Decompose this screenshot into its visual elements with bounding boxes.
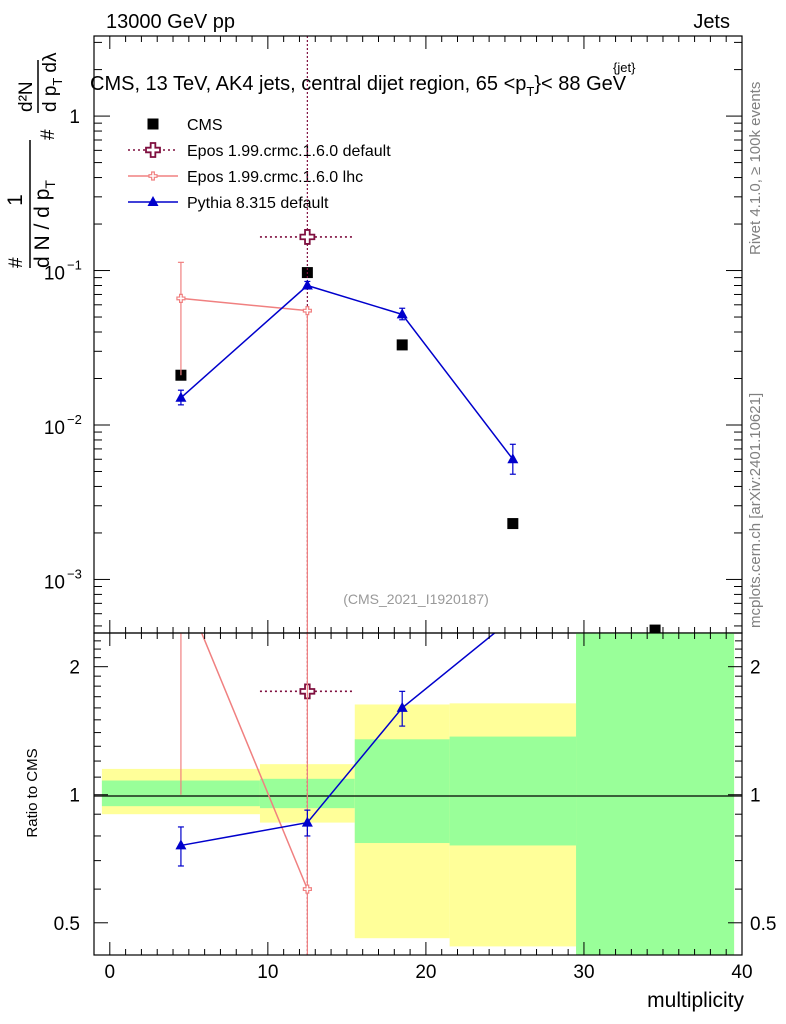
xlabel: multiplicity	[647, 989, 744, 1012]
ratio-panel: 0 10 20 30 40 0.5 0.5 1 1 2 2	[54, 579, 776, 983]
ratio-ytick-label-right-2: 2	[750, 658, 761, 679]
rivet-version-label: Rivet 4.1.0, ≥ 100k events	[747, 82, 764, 255]
ratio-ytick-label-0.5: 0.5	[54, 914, 80, 935]
green-band-3	[449, 736, 577, 846]
cms-point-2	[396, 339, 408, 351]
title-superscript: {jet}	[613, 60, 636, 75]
main-ytick-exp-1: −1	[67, 258, 82, 273]
legend-marker-1	[145, 142, 161, 158]
title-suffix: }< 88 GeV	[534, 73, 626, 95]
ylabel-hash-left: #	[6, 257, 27, 268]
ratio-ytick-label-2: 2	[69, 658, 80, 679]
epos-lhc-point-1	[302, 306, 312, 316]
ratio-ytick-label-right-0.5: 0.5	[750, 914, 776, 935]
pythia-point-2	[396, 308, 408, 319]
xtick-label-0: 0	[105, 962, 116, 983]
ratio-ylabel: Ratio to CMS	[24, 748, 41, 837]
main-title: CMS, 13 TeV, AK4 jets, central dijet reg…	[90, 60, 636, 99]
legend-marker-2	[148, 171, 158, 181]
xtick-label-40: 40	[731, 962, 752, 983]
xtick-label-30: 30	[573, 962, 594, 983]
cms-point-4	[649, 624, 661, 633]
cms-point-3	[507, 518, 519, 530]
ylabel-dpt-sub: T	[50, 78, 65, 86]
main-axes: 110−110−210−3	[44, 35, 743, 634]
ratio-ytick-label-right-1: 1	[750, 786, 761, 807]
beam-label: 13000 GeV pp	[106, 11, 235, 33]
epos-lhc-point-0	[176, 293, 186, 304]
ylabel-dlambda: dλ	[40, 52, 61, 73]
main-ytick-exp-3: −3	[67, 566, 82, 581]
legend-marker-0	[147, 118, 159, 130]
legend-label-2: Epos 1.99.crmc.1.6.0 lhc	[187, 169, 363, 186]
ylabel-denom-left: d N / d p	[31, 189, 54, 268]
legend: CMS Epos 1.99.crmc.1.6.0 default Epos 1.99…	[128, 117, 391, 212]
source-label: mcplots.cern.ch [arXiv:2401.10621]	[747, 393, 764, 628]
ylabel-denominator: d N / d pT	[31, 180, 58, 268]
green-band-4	[576, 633, 735, 955]
ylabel-denom-sub: T	[42, 180, 58, 189]
ratio-bands	[101, 633, 735, 955]
analysis-watermark: (CMS_2021_I1920187)	[343, 591, 489, 607]
pythia-point-3	[507, 612, 518, 622]
main-ytick-exp-2: −2	[67, 412, 82, 427]
ylabel-dpt-lambda: d pTdλ	[40, 52, 65, 112]
pythia-line	[180, 633, 496, 847]
ratio-frame	[93, 632, 743, 956]
main-ytick-label-3: 10	[44, 572, 65, 593]
epos-lhc-point-0	[177, 579, 185, 587]
green-band-2	[354, 739, 450, 844]
pythia-point-0	[175, 839, 187, 850]
epos-lhc-point-1	[302, 884, 312, 894]
xtick-label-20: 20	[415, 962, 436, 983]
xtick-label-10: 10	[257, 962, 278, 983]
pythia-point-3	[507, 453, 519, 464]
ylabel-hash-top: #	[38, 129, 59, 140]
main-series	[175, 36, 661, 633]
category-label: Jets	[693, 11, 730, 33]
epos-lhc-line	[180, 297, 308, 312]
ylabel-d2n: d²N	[16, 81, 37, 112]
legend-label-0: CMS	[187, 117, 223, 134]
main-ytick-label-2: 10	[44, 418, 65, 439]
title-prefix: CMS, 13 TeV, AK4 jets, central dijet reg…	[90, 73, 526, 95]
ylabel-one: 1	[4, 194, 27, 206]
pythia-point-1	[301, 279, 313, 290]
pythia-point-1	[301, 816, 313, 827]
main-ytick-label-1: 10	[44, 264, 65, 285]
main-panel: CMS, 13 TeV, AK4 jets, central dijet reg…	[44, 35, 743, 634]
legend-marker-3	[147, 196, 159, 206]
ratio-series	[175, 579, 518, 955]
main-ytick-label-0: 1	[69, 107, 80, 128]
title-sub: T	[526, 84, 534, 99]
legend-label-3: Pythia 8.315 default	[187, 195, 329, 212]
main-ylabel: 1 d N / d pT # # d²N d pTdλ	[4, 52, 65, 268]
main-title-text: CMS, 13 TeV, AK4 jets, central dijet reg…	[90, 73, 627, 99]
pythia-line	[180, 284, 514, 460]
ylabel-dpt: d p	[40, 86, 61, 112]
epos-lhc-line	[200, 633, 309, 890]
epos-default-point-0	[299, 229, 316, 245]
pythia-point-2	[396, 701, 408, 712]
legend-label-1: Epos 1.99.crmc.1.6.0 default	[187, 143, 391, 160]
pythia-point-0	[175, 391, 187, 402]
ratio-axes: 0 10 20 30 40 0.5 0.5 1 1 2 2	[54, 632, 776, 983]
ratio-ytick-label-1: 1	[69, 786, 80, 807]
